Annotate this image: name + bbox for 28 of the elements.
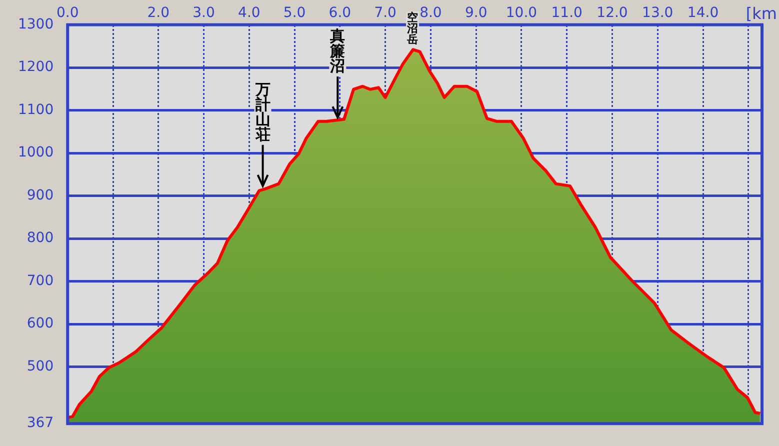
x-axis-title: [km <box>746 4 777 24</box>
x-tick-label: 13.0 <box>642 5 674 22</box>
x-tick-label: 9.0 <box>464 5 488 22</box>
annotation: 真簾沼 <box>329 26 346 75</box>
x-tick-label: 0.0 <box>56 5 79 22</box>
x-tick-label: 7.0 <box>374 5 396 22</box>
x-tick-label: 8.0 <box>420 5 442 22</box>
y-tick-label: 800 <box>26 230 54 246</box>
y-tick-label: 900 <box>26 187 54 204</box>
y-tick-label: 700 <box>26 272 54 289</box>
y-tick-label: 1100 <box>18 102 54 118</box>
x-tick-label: 6.0 <box>328 5 352 22</box>
y-tick-label: 1300 <box>18 16 54 32</box>
y-tick-label: 500 <box>26 358 54 374</box>
x-tick-label: 3.0 <box>192 5 215 22</box>
x-tick-label: 5.0 <box>283 5 306 22</box>
y-tick-label: 600 <box>26 316 54 332</box>
y-tick-label: 1000 <box>18 144 54 161</box>
x-tick-label: 12.0 <box>596 5 628 22</box>
x-tick-label: 10.0 <box>506 5 538 22</box>
annotation: 空沼岳 <box>406 10 418 46</box>
x-tick-label: 2.0 <box>147 5 170 22</box>
annotation: 万計山荘 <box>254 80 270 144</box>
y-tick-label: 367 <box>26 415 54 432</box>
y-tick-label: 1200 <box>18 59 54 76</box>
x-tick-label: 4.0 <box>238 5 260 22</box>
x-tick-label: 14.0 <box>687 5 719 22</box>
x-tick-label: 11.0 <box>551 5 582 22</box>
